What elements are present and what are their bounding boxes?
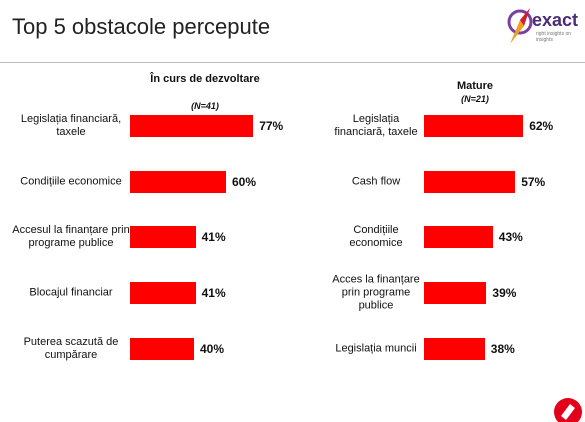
value-label: 57% [521,175,546,189]
bar [130,338,194,360]
value-label: 77% [259,119,284,133]
bar [424,338,485,360]
bar [130,171,226,193]
category-label: Puterea scazută de cumpărare [23,336,119,361]
category-label: Legislația financiară, taxele [20,113,122,138]
category-label: Condițiile economice [20,175,122,188]
logo-tagline: right insights on insights [536,31,572,43]
category-label: Cash flow [351,175,401,188]
brand-mark [554,398,582,422]
category-label: Legislația muncii [335,342,417,355]
value-label: 41% [201,286,226,300]
bar [424,115,524,137]
value-label: 62% [529,119,554,133]
bar [130,115,254,137]
chart-title: În curs de dezvoltare [150,73,260,85]
chart-subtitle: (N=21) [461,94,489,104]
value-label: 38% [490,342,515,356]
category-label: Legislația financiară, taxele [334,113,418,138]
value-label: 41% [201,230,226,244]
chart-subtitle: (N=41) [191,101,219,111]
category-label: Blocajul financiar [29,286,113,299]
slide-title: Top 5 obstacole percepute [12,14,271,39]
category-label: Accesul la finanțare prin programe publi… [12,224,130,249]
value-label: 40% [200,342,225,356]
chart-title: Mature [456,80,494,92]
bar [130,282,196,304]
bar [424,282,487,304]
divider [0,62,585,63]
logo-text: exact [532,10,579,30]
value-label: 39% [492,286,517,300]
value-label: 60% [232,175,257,189]
logo-icon [507,8,533,44]
value-label: 43% [498,230,523,244]
category-label: Acces la finanțare prin programe publice [332,273,420,312]
bar [424,171,516,193]
category-label: Condițiile economice [349,224,403,249]
bar [424,226,493,248]
bar [130,226,196,248]
